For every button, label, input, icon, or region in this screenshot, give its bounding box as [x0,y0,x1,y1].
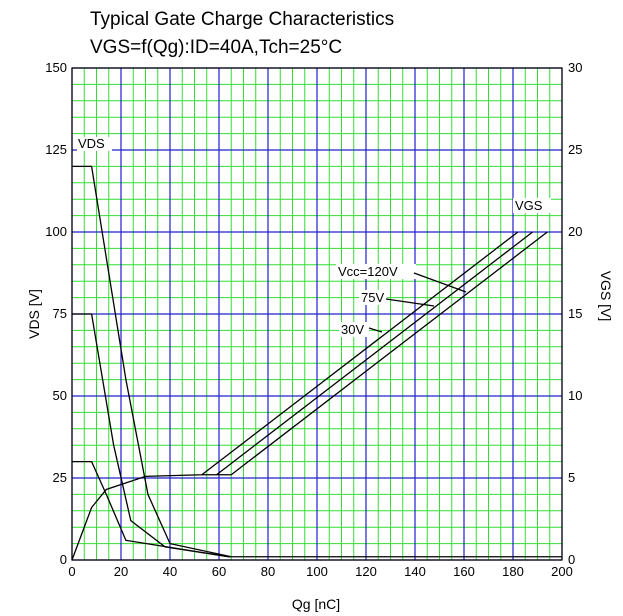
y-right-tick-label: 25 [568,142,582,157]
y-left-tick-label: 50 [53,388,67,403]
y-right-tick-label: 5 [568,470,575,485]
vds-series-line [72,165,232,558]
vcc120-annotation: Vcc=120V [338,264,398,279]
vcc75-label-bg [359,290,387,305]
chart-title: Typical Gate Charge Characteristics [90,9,394,30]
x-tick-label: 100 [306,564,328,579]
vds-annotation: VDS [78,136,105,151]
vcc30-leader [368,327,383,333]
y-left-axis-label: VDS [V] [26,289,42,339]
x-tick-label: 20 [114,564,128,579]
x-axis-label: Qg [nC] [292,596,340,612]
x-tick-label: 40 [163,564,177,579]
x-tick-label: 120 [355,564,377,579]
x-tick-label: 140 [404,564,426,579]
vcc120-label-bg [336,264,416,279]
vgs-annotation: VGS [515,198,543,213]
y-left-tick-label: 125 [45,142,67,157]
x-tick-label: 180 [502,564,524,579]
x-tick-label: 60 [212,564,226,579]
vcc120-leader [413,272,467,293]
y-right-tick-label: 10 [568,388,582,403]
tick-labels: 0 20 40 60 80 100 120 140 160 180 2000255075100125… [45,60,582,579]
vds-label-bg [77,137,112,151]
vcc75-annotation: 75V [361,290,384,305]
vgs-series-line [71,231,519,561]
x-tick-label: 200 [551,564,573,579]
vds-series-line [72,313,229,558]
plot-frame [71,67,563,561]
x-tick-label: 160 [453,564,475,579]
vcc75-leader [385,298,435,307]
y-right-tick-label: 20 [568,224,582,239]
y-left-tick-label: 0 [60,552,67,567]
grid [71,67,563,561]
chart-subtitle: VGS=f(Qg):ID=40A,Tch=25°C [90,37,342,58]
vcc30-label-bg [339,322,369,337]
y-right-tick-label: 30 [568,60,582,75]
x-tick-label: 0 [68,564,75,579]
y-left-tick-label: 25 [53,470,67,485]
vcc30-annotation: 30V [341,322,364,337]
vds-series-line [72,460,562,558]
vgs-series-line [216,231,548,476]
x-tick-label: 80 [261,564,275,579]
y-right-axis-label: VGS [V] [598,271,614,322]
y-left-tick-label: 150 [45,60,67,75]
curves [71,165,562,561]
y-left-tick-label: 75 [53,306,67,321]
y-right-tick-label: 15 [568,306,582,321]
y-right-tick-label: 0 [568,552,575,567]
y-left-tick-label: 100 [45,224,67,239]
vgs-label-bg [513,198,551,213]
